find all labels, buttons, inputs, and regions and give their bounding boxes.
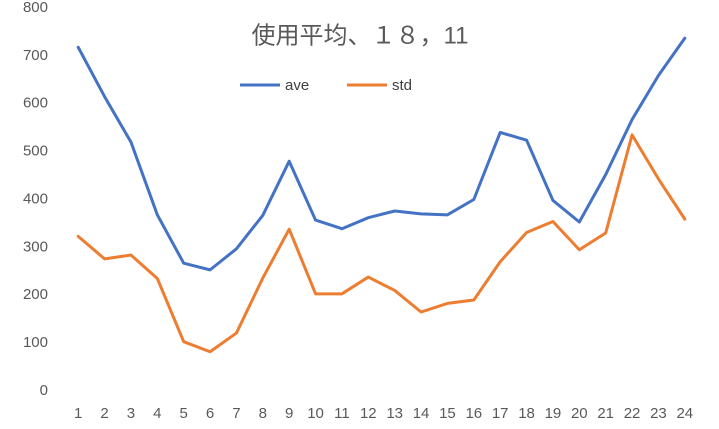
x-tick-label: 9 xyxy=(285,405,293,422)
series-line xyxy=(76,133,687,354)
x-tick-label: 12 xyxy=(360,405,377,422)
x-tick-label: 1 xyxy=(74,405,82,422)
chart-title: 使用平均、１８，11 xyxy=(252,22,469,49)
y-tick-label: 700 xyxy=(23,47,48,64)
x-tick-label: 14 xyxy=(413,405,430,422)
x-tick-label: 24 xyxy=(676,405,693,422)
y-tick-label: 800 xyxy=(23,0,48,16)
x-tick-label: 20 xyxy=(571,405,588,422)
y-tick-label: 600 xyxy=(23,95,48,112)
x-tick-label: 2 xyxy=(100,405,108,422)
x-tick-label: 15 xyxy=(439,405,456,422)
y-tick-label: 300 xyxy=(23,238,48,255)
y-tick-label: 400 xyxy=(23,190,48,207)
x-tick-label: 8 xyxy=(259,405,267,422)
x-tick-label: 22 xyxy=(624,405,641,422)
x-tick-label: 5 xyxy=(180,405,188,422)
x-tick-label: 23 xyxy=(650,405,667,422)
x-tick-label: 21 xyxy=(597,405,614,422)
x-tick-label: 6 xyxy=(206,405,214,422)
legend-label: std xyxy=(392,77,412,94)
y-tick-label: 100 xyxy=(23,334,48,351)
x-tick-label: 13 xyxy=(386,405,403,422)
x-tick-label: 17 xyxy=(492,405,509,422)
legend-label: ave xyxy=(285,77,309,94)
x-tick-label: 10 xyxy=(307,405,324,422)
x-tick-label: 16 xyxy=(465,405,482,422)
y-tick-label: 500 xyxy=(23,143,48,160)
x-tick-label: 7 xyxy=(232,405,240,422)
y-tick-label: 200 xyxy=(23,286,48,303)
x-tick-label: 4 xyxy=(153,405,161,422)
series-line xyxy=(76,36,687,272)
x-tick-label: 18 xyxy=(518,405,535,422)
x-tick-label: 19 xyxy=(545,405,562,422)
y-tick-label: 0 xyxy=(40,382,48,399)
x-tick-label: 11 xyxy=(334,405,350,422)
x-tick-label: 3 xyxy=(127,405,135,422)
